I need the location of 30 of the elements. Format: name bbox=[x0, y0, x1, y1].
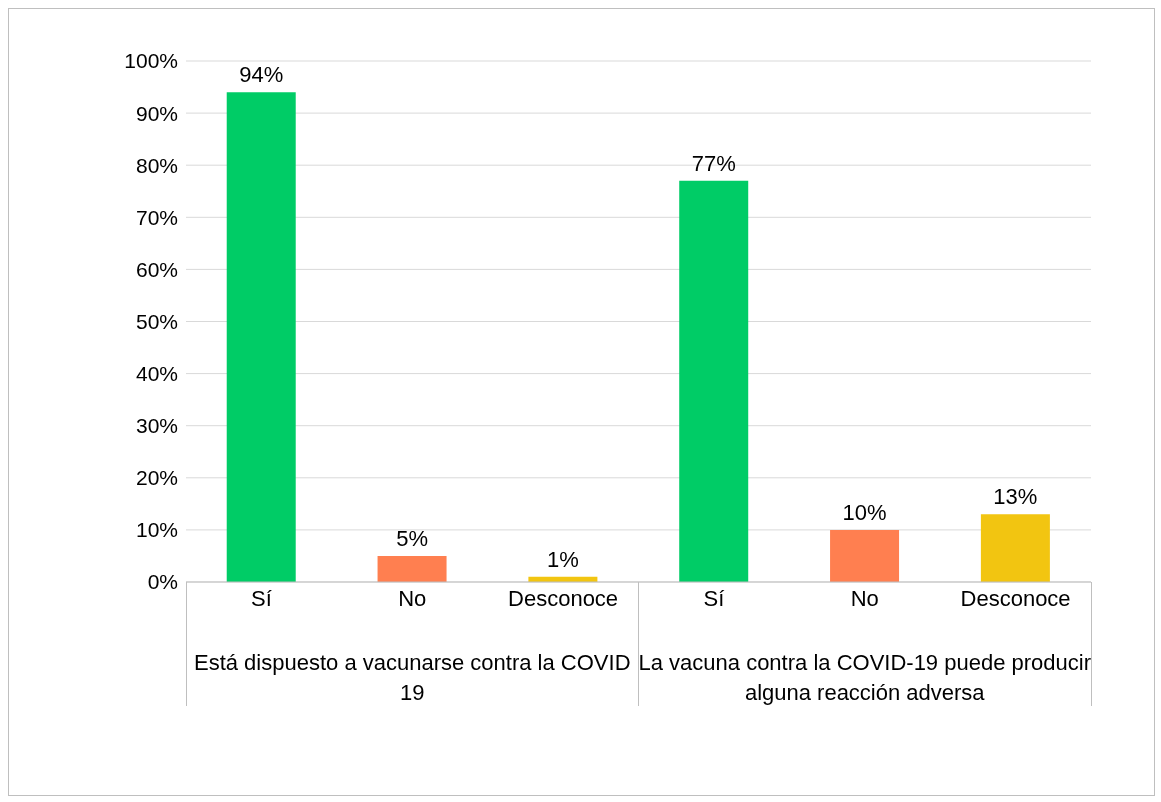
data-label: 77% bbox=[691, 150, 736, 176]
bar bbox=[679, 180, 749, 582]
x-tick-label: Sí bbox=[251, 585, 272, 611]
data-label: 13% bbox=[993, 484, 1038, 510]
y-tick-label: 70% bbox=[135, 205, 178, 229]
bar bbox=[980, 514, 1050, 582]
data-label: 5% bbox=[396, 525, 428, 551]
y-tick-label: 10% bbox=[135, 518, 178, 542]
x-tick-label: Desconoce bbox=[960, 585, 1071, 611]
text: La vacuna contra la COVID-19 puede producir alguna reacción adversa bbox=[638, 649, 1091, 707]
y-tick-label: 90% bbox=[135, 101, 178, 125]
x-tick-label: Sí bbox=[703, 585, 725, 611]
bar bbox=[226, 92, 296, 582]
x-tick-label: No bbox=[398, 585, 427, 611]
y-tick-label: 100% bbox=[124, 49, 178, 73]
y-tick-label: 0% bbox=[147, 570, 178, 594]
x-tick-label: No bbox=[850, 585, 879, 611]
y-tick-label: 40% bbox=[135, 362, 178, 386]
y-tick-label: 60% bbox=[135, 257, 178, 281]
text: Está dispuesto a vacunarse contra la COVID 19 bbox=[192, 649, 632, 707]
bar bbox=[377, 555, 447, 582]
data-label: 10% bbox=[842, 499, 887, 525]
y-tick-label: 30% bbox=[135, 414, 178, 438]
x-tick-label: Desconoce bbox=[508, 585, 619, 611]
data-label: 94% bbox=[239, 62, 284, 88]
y-tick-label: 50% bbox=[135, 309, 178, 333]
y-tick-label: 20% bbox=[135, 466, 178, 490]
bar bbox=[830, 529, 900, 582]
y-tick-label: 80% bbox=[135, 153, 178, 177]
data-label: 1% bbox=[546, 546, 579, 572]
